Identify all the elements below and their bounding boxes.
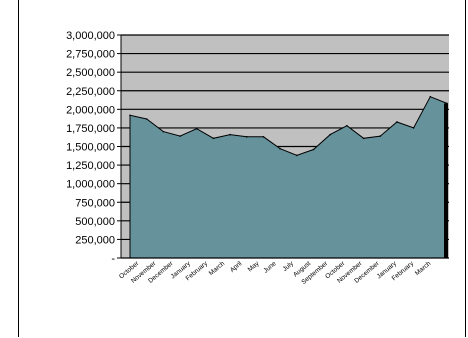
x-tick-label: April	[229, 260, 244, 274]
y-tick-label: 1,250,000	[66, 160, 115, 172]
x-tick-label: March	[208, 260, 227, 277]
data-point	[212, 137, 215, 140]
data-point	[379, 135, 382, 137]
data-point	[279, 147, 281, 150]
data-point	[229, 133, 231, 136]
data-point	[245, 136, 248, 138]
data-point	[195, 127, 198, 130]
x-tick-label: May	[247, 260, 261, 274]
y-tick-label: 2,750,000	[66, 49, 115, 61]
data-point	[346, 124, 348, 127]
y-tick-label: 750,000	[75, 197, 115, 209]
y-tick-label: 1,000,000	[66, 179, 115, 191]
x-axis-tick-labels: OctoberNovemberDecemberJanuaryFebruaryMa…	[118, 260, 433, 286]
y-tick-label: 1,750,000	[66, 123, 115, 135]
end-bar	[444, 103, 448, 259]
data-point	[396, 121, 398, 123]
data-point	[129, 114, 131, 117]
data-point	[162, 130, 165, 133]
y-tick-label: 3,000,000	[66, 30, 115, 42]
y-tick-label: 2,000,000	[66, 104, 115, 116]
end-marker	[444, 103, 448, 259]
x-tick-label: March	[414, 260, 433, 277]
y-tick-label: 1,500,000	[66, 142, 115, 154]
data-point	[262, 136, 265, 138]
data-point	[312, 148, 315, 151]
data-point	[179, 135, 181, 137]
y-tick-label: 250,000	[75, 234, 115, 246]
data-point	[296, 154, 298, 157]
y-tick-label: 500,000	[75, 216, 115, 228]
chart-frame: - 250,000 500,000 750,000 1,000,000 1,250,000…	[18, 0, 466, 337]
y-tick-label: 2,500,000	[66, 67, 115, 79]
y-tick-label: 2,250,000	[66, 86, 115, 98]
y-axis-tick-labels: - 250,000 500,000 750,000 1,000,000 1,250,000…	[66, 30, 115, 265]
x-tick-label: June	[262, 260, 278, 275]
data-point	[412, 127, 415, 129]
axes	[117, 34, 449, 259]
area-chart: - 250,000 500,000 750,000 1,000,000 1,250,000…	[66, 30, 449, 286]
data-point	[145, 118, 148, 120]
data-point	[446, 102, 448, 105]
data-point	[329, 133, 332, 136]
y-tick-label: -	[111, 253, 115, 265]
data-point	[429, 95, 432, 98]
data-point	[362, 137, 365, 140]
